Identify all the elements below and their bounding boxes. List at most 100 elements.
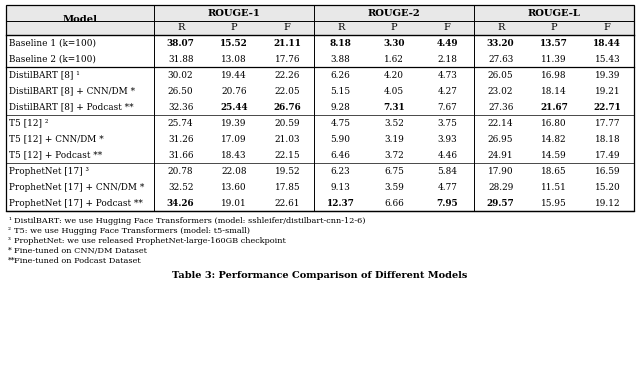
Text: 4.49: 4.49 (436, 39, 458, 47)
Text: 19.39: 19.39 (595, 70, 620, 80)
Text: 16.80: 16.80 (541, 119, 567, 127)
Text: 4.46: 4.46 (437, 150, 458, 160)
Text: Fine-tuned on Podcast Dataset: Fine-tuned on Podcast Dataset (14, 257, 141, 265)
Text: 20.78: 20.78 (168, 167, 193, 175)
Text: 32.52: 32.52 (168, 182, 193, 192)
Text: ROUGE-L: ROUGE-L (527, 8, 580, 18)
Text: 13.60: 13.60 (221, 182, 247, 192)
Text: 22.71: 22.71 (593, 102, 621, 112)
Text: 3.72: 3.72 (384, 150, 404, 160)
Text: 31.66: 31.66 (168, 150, 193, 160)
Text: F: F (444, 23, 451, 33)
Text: 8.18: 8.18 (330, 39, 351, 47)
Text: 17.77: 17.77 (595, 119, 620, 127)
Text: 26.76: 26.76 (273, 102, 301, 112)
Text: DistilBART: we use Hugging Face Transformers (model: sshleifer/distilbart-cnn-12: DistilBART: we use Hugging Face Transfor… (14, 217, 365, 225)
Text: 5.90: 5.90 (331, 134, 351, 143)
Text: ³: ³ (8, 237, 11, 245)
Text: 31.88: 31.88 (168, 55, 193, 63)
Text: 3.52: 3.52 (384, 119, 404, 127)
Text: 7.31: 7.31 (383, 102, 405, 112)
Text: 14.59: 14.59 (541, 150, 567, 160)
Text: 22.05: 22.05 (275, 87, 300, 95)
Text: 19.39: 19.39 (221, 119, 247, 127)
Text: 3.75: 3.75 (437, 119, 457, 127)
Bar (6, 5, 634, 35)
Text: 6.66: 6.66 (384, 199, 404, 207)
Text: 4.73: 4.73 (437, 70, 457, 80)
Text: 22.26: 22.26 (275, 70, 300, 80)
Text: F: F (604, 23, 611, 33)
Text: Fine-tuned on CNN/DM Dataset: Fine-tuned on CNN/DM Dataset (14, 247, 147, 255)
Text: 15.95: 15.95 (541, 199, 567, 207)
Text: ProphetNet [17] + CNN/DM *: ProphetNet [17] + CNN/DM * (9, 182, 145, 192)
Text: 15.43: 15.43 (595, 55, 620, 63)
Text: ¹: ¹ (8, 217, 11, 225)
Text: 20.76: 20.76 (221, 87, 247, 95)
Text: 22.15: 22.15 (275, 150, 300, 160)
Text: R: R (497, 23, 504, 33)
Text: 22.08: 22.08 (221, 167, 247, 175)
Text: 34.26: 34.26 (167, 199, 195, 207)
Text: 32.36: 32.36 (168, 102, 193, 112)
Text: 18.44: 18.44 (593, 39, 621, 47)
Text: **: ** (8, 257, 15, 265)
Text: 3.93: 3.93 (438, 134, 457, 143)
Text: DistilBART [8] + CNN/DM *: DistilBART [8] + CNN/DM * (9, 87, 135, 95)
Text: 5.84: 5.84 (437, 167, 458, 175)
Text: 26.05: 26.05 (488, 70, 513, 80)
Text: P: P (390, 23, 397, 33)
Text: 21.67: 21.67 (540, 102, 568, 112)
Text: 4.27: 4.27 (437, 87, 457, 95)
Text: 17.49: 17.49 (595, 150, 620, 160)
Text: 29.57: 29.57 (487, 199, 515, 207)
Text: 9.13: 9.13 (331, 182, 351, 192)
Text: 3.19: 3.19 (384, 134, 404, 143)
Text: 27.36: 27.36 (488, 102, 513, 112)
Text: T5 [12] ²: T5 [12] ² (9, 119, 49, 127)
Text: 19.44: 19.44 (221, 70, 247, 80)
Text: 14.82: 14.82 (541, 134, 567, 143)
Text: 6.46: 6.46 (331, 150, 351, 160)
Text: ²: ² (8, 227, 11, 235)
Text: 15.52: 15.52 (220, 39, 248, 47)
Text: 6.26: 6.26 (331, 70, 351, 80)
Text: 11.39: 11.39 (541, 55, 567, 63)
Text: 5.15: 5.15 (331, 87, 351, 95)
Text: 13.57: 13.57 (540, 39, 568, 47)
Text: R: R (337, 23, 344, 33)
Text: F: F (284, 23, 291, 33)
Text: P: P (230, 23, 237, 33)
Text: 31.26: 31.26 (168, 134, 193, 143)
Text: 19.01: 19.01 (221, 199, 247, 207)
Text: 19.52: 19.52 (275, 167, 300, 175)
Text: 17.90: 17.90 (488, 167, 513, 175)
Text: 21.03: 21.03 (275, 134, 300, 143)
Text: 13.08: 13.08 (221, 55, 247, 63)
Text: 7.67: 7.67 (438, 102, 457, 112)
Text: 22.61: 22.61 (275, 199, 300, 207)
Text: 24.91: 24.91 (488, 150, 513, 160)
Text: ROUGE-1: ROUGE-1 (207, 8, 260, 18)
Text: 2.18: 2.18 (437, 55, 457, 63)
Text: 22.14: 22.14 (488, 119, 513, 127)
Text: 9.28: 9.28 (331, 102, 351, 112)
Text: 4.77: 4.77 (437, 182, 457, 192)
Text: 25.74: 25.74 (168, 119, 193, 127)
Bar (6, 5, 634, 211)
Text: 17.85: 17.85 (275, 182, 300, 192)
Text: 21.11: 21.11 (273, 39, 301, 47)
Text: 3.59: 3.59 (384, 182, 404, 192)
Text: 4.05: 4.05 (384, 87, 404, 95)
Text: 19.21: 19.21 (595, 87, 620, 95)
Text: 16.59: 16.59 (595, 167, 620, 175)
Text: 3.88: 3.88 (331, 55, 351, 63)
Text: ProphetNet [17] ³: ProphetNet [17] ³ (9, 167, 89, 175)
Text: 18.14: 18.14 (541, 87, 567, 95)
Text: 25.44: 25.44 (220, 102, 248, 112)
Text: P: P (550, 23, 557, 33)
Text: 11.51: 11.51 (541, 182, 567, 192)
Text: T5: we use Hugging Face Transformers (model: t5-small): T5: we use Hugging Face Transformers (mo… (14, 227, 250, 235)
Text: 18.65: 18.65 (541, 167, 567, 175)
Text: ROUGE-2: ROUGE-2 (367, 8, 420, 18)
